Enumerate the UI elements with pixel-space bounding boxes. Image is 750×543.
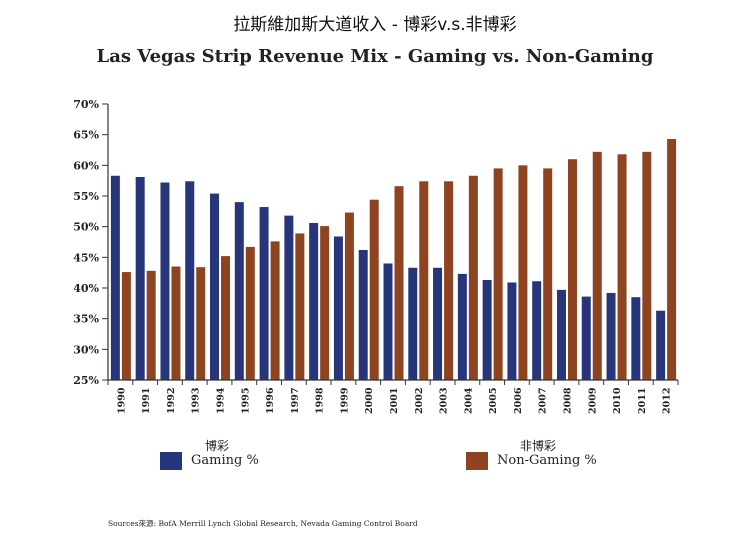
gaming-bar-2010	[606, 292, 616, 380]
gaming-bar-1995	[234, 202, 244, 380]
gaming-bar-2008	[556, 289, 566, 380]
gaming-bar-2011	[631, 297, 641, 380]
x-tick-label-2010: 2010	[612, 387, 623, 414]
x-tick-label-1996: 1996	[265, 387, 276, 414]
nongaming-bar-1994	[221, 256, 231, 380]
x-tick-label-2004: 2004	[463, 387, 474, 414]
nongaming-bar-1998	[320, 226, 330, 380]
nongaming-bar-2001	[394, 186, 404, 380]
gaming-bar-2005	[482, 280, 492, 380]
x-tick-label-2007: 2007	[538, 388, 549, 414]
gaming-bar-2004	[457, 273, 467, 380]
nongaming-bar-1990	[121, 272, 131, 380]
gaming-bar-1991	[135, 176, 145, 380]
x-tick-label-1994: 1994	[216, 387, 227, 414]
x-tick-label-2008: 2008	[562, 387, 573, 414]
gaming-bar-2003	[433, 267, 443, 380]
x-tick-label-1997: 1997	[290, 388, 301, 414]
x-tick-label-1990: 1990	[116, 387, 127, 414]
source-note: Sources來源: BofA Merrill Lynch Global Res…	[108, 519, 418, 528]
y-tick-label: 70%	[73, 98, 99, 111]
x-tick-label-2000: 2000	[364, 387, 375, 414]
gaming-bar-2006	[507, 282, 517, 380]
chart-title: Las Vegas Strip Revenue Mix - Gaming vs.…	[96, 46, 654, 67]
gaming-bar-2002	[408, 267, 418, 380]
nongaming-bar-2012	[667, 138, 677, 380]
nongaming-bar-2006	[518, 165, 528, 380]
x-tick-label-2006: 2006	[513, 387, 524, 414]
legend-nongaming-label: Non-Gaming %	[497, 453, 597, 468]
gaming-bar-2000	[358, 249, 368, 380]
legend-gaming-swatch	[160, 452, 182, 470]
nongaming-bar-2005	[493, 168, 503, 380]
nongaming-bar-1993	[196, 267, 206, 380]
y-tick-label: 40%	[73, 282, 99, 295]
x-tick-label-1995: 1995	[240, 388, 251, 414]
x-tick-label-1998: 1998	[315, 387, 326, 414]
x-tick-label-2009: 2009	[587, 387, 598, 414]
nongaming-bar-2000	[369, 199, 379, 380]
gaming-bar-1994	[210, 193, 220, 380]
gaming-bar-1990	[110, 175, 120, 380]
x-tick-label-1993: 1993	[191, 388, 202, 414]
gaming-bar-1997	[284, 215, 294, 380]
x-tick-label-2005: 2005	[488, 388, 499, 414]
y-tick-label: 60%	[73, 159, 99, 172]
x-tick-label-2003: 2003	[439, 388, 450, 414]
nongaming-bar-2002	[419, 181, 429, 380]
nongaming-bar-2008	[567, 159, 577, 380]
bars-group	[110, 138, 677, 380]
y-tick-label: 45%	[73, 251, 99, 264]
y-tick-label: 35%	[73, 313, 99, 326]
legend-gaming-header: 博彩	[205, 439, 230, 453]
y-tick-label: 30%	[73, 343, 99, 356]
y-tick-label: 50%	[73, 221, 99, 234]
nongaming-bar-1997	[295, 233, 305, 380]
nongaming-bar-2003	[444, 181, 454, 380]
gaming-bar-1992	[160, 182, 170, 380]
gaming-bar-2001	[383, 263, 393, 380]
gaming-bar-2012	[656, 310, 666, 380]
y-tick-label: 65%	[73, 129, 99, 142]
nongaming-bar-2007	[543, 168, 553, 380]
gaming-bar-1999	[333, 236, 343, 380]
x-tick-label-2001: 2001	[389, 388, 400, 414]
y-tick-label: 55%	[73, 190, 99, 203]
x-tick-label-1992: 1992	[166, 388, 177, 414]
nongaming-bar-1995	[245, 246, 255, 380]
nongaming-bar-2009	[592, 151, 602, 380]
y-tick-label: 25%	[73, 374, 99, 387]
nongaming-bar-1996	[270, 241, 280, 380]
x-tick-label-1991: 1991	[141, 388, 152, 414]
nongaming-bar-2004	[468, 175, 478, 380]
nongaming-bar-2011	[642, 151, 652, 380]
gaming-bar-1996	[259, 207, 269, 380]
gaming-bar-2009	[581, 296, 591, 380]
nongaming-bar-2010	[617, 154, 627, 380]
nongaming-bar-1991	[146, 270, 156, 380]
legend-nongaming-header: 非博彩	[520, 439, 557, 453]
nongaming-bar-1999	[344, 212, 354, 380]
x-tick-label-2012: 2012	[662, 388, 673, 414]
chart-title-chinese: 拉斯維加斯大道收入 - 博彩v.s.非博彩	[233, 15, 517, 35]
gaming-bar-2007	[532, 281, 542, 380]
gaming-bar-1998	[309, 222, 319, 380]
x-tick-label-2011: 2011	[637, 388, 648, 414]
x-tick-label-2002: 2002	[414, 388, 425, 414]
legend-nongaming-swatch	[466, 452, 488, 470]
nongaming-bar-1992	[171, 266, 181, 380]
gaming-bar-1993	[185, 181, 195, 380]
legend-gaming-label: Gaming %	[191, 453, 259, 468]
axes-group: 1990 1991 1992 1993 1994 1995 1996 1997 1998 1999…	[73, 98, 679, 414]
x-tick-label-1999: 1999	[339, 387, 350, 414]
